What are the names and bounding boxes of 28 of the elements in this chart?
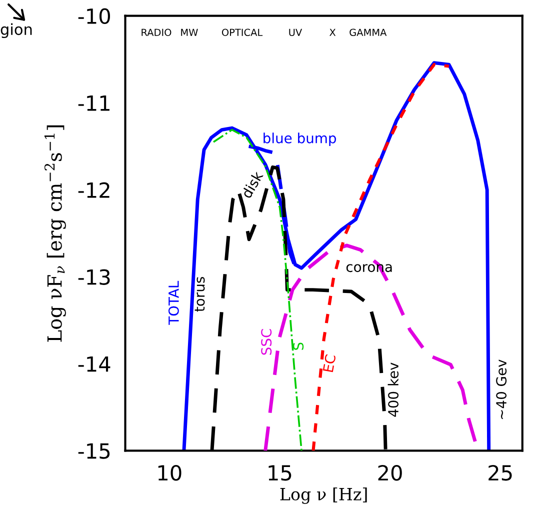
x-tick-label: 20: [378, 464, 402, 481]
y-tick-label: -14: [78, 356, 110, 372]
x-axis-title: Log ν [Hz]: [280, 488, 367, 504]
x-tick-label: 10: [158, 464, 182, 481]
x-tick-label: 15: [268, 465, 292, 481]
y-tick-label: -15: [78, 443, 110, 459]
x-tick-label: 25: [488, 464, 512, 481]
series-label: blue bump: [264, 132, 336, 146]
annotation: ~40 Gev: [496, 360, 507, 419]
y-tick-label: -12: [78, 182, 110, 198]
annotation: UV: [289, 28, 302, 36]
annotation: OPTICAL: [222, 28, 263, 36]
text: SSC: [261, 329, 272, 355]
annotation: GAMMA: [350, 28, 387, 36]
annotation: RADIO: [142, 28, 172, 36]
line-series: [182, 61, 491, 451]
text: TOTAL: [168, 280, 179, 325]
y-tick-label: -13: [78, 269, 110, 285]
text: S: [293, 342, 304, 350]
annotation: 400 kev: [388, 362, 399, 417]
y-tick-label: -10: [78, 8, 110, 24]
text: gion: [0, 23, 32, 38]
annotation: MW: [181, 28, 198, 36]
text: EC: [322, 354, 336, 372]
annotation: torus: [194, 276, 205, 312]
y-axis-title: Log νF$_{ν}$ [erg cm$^{−2}$s$^{−1}$]: [44, 125, 66, 342]
y-tick-label: -11: [78, 96, 110, 111]
annotation: X: [330, 28, 336, 36]
